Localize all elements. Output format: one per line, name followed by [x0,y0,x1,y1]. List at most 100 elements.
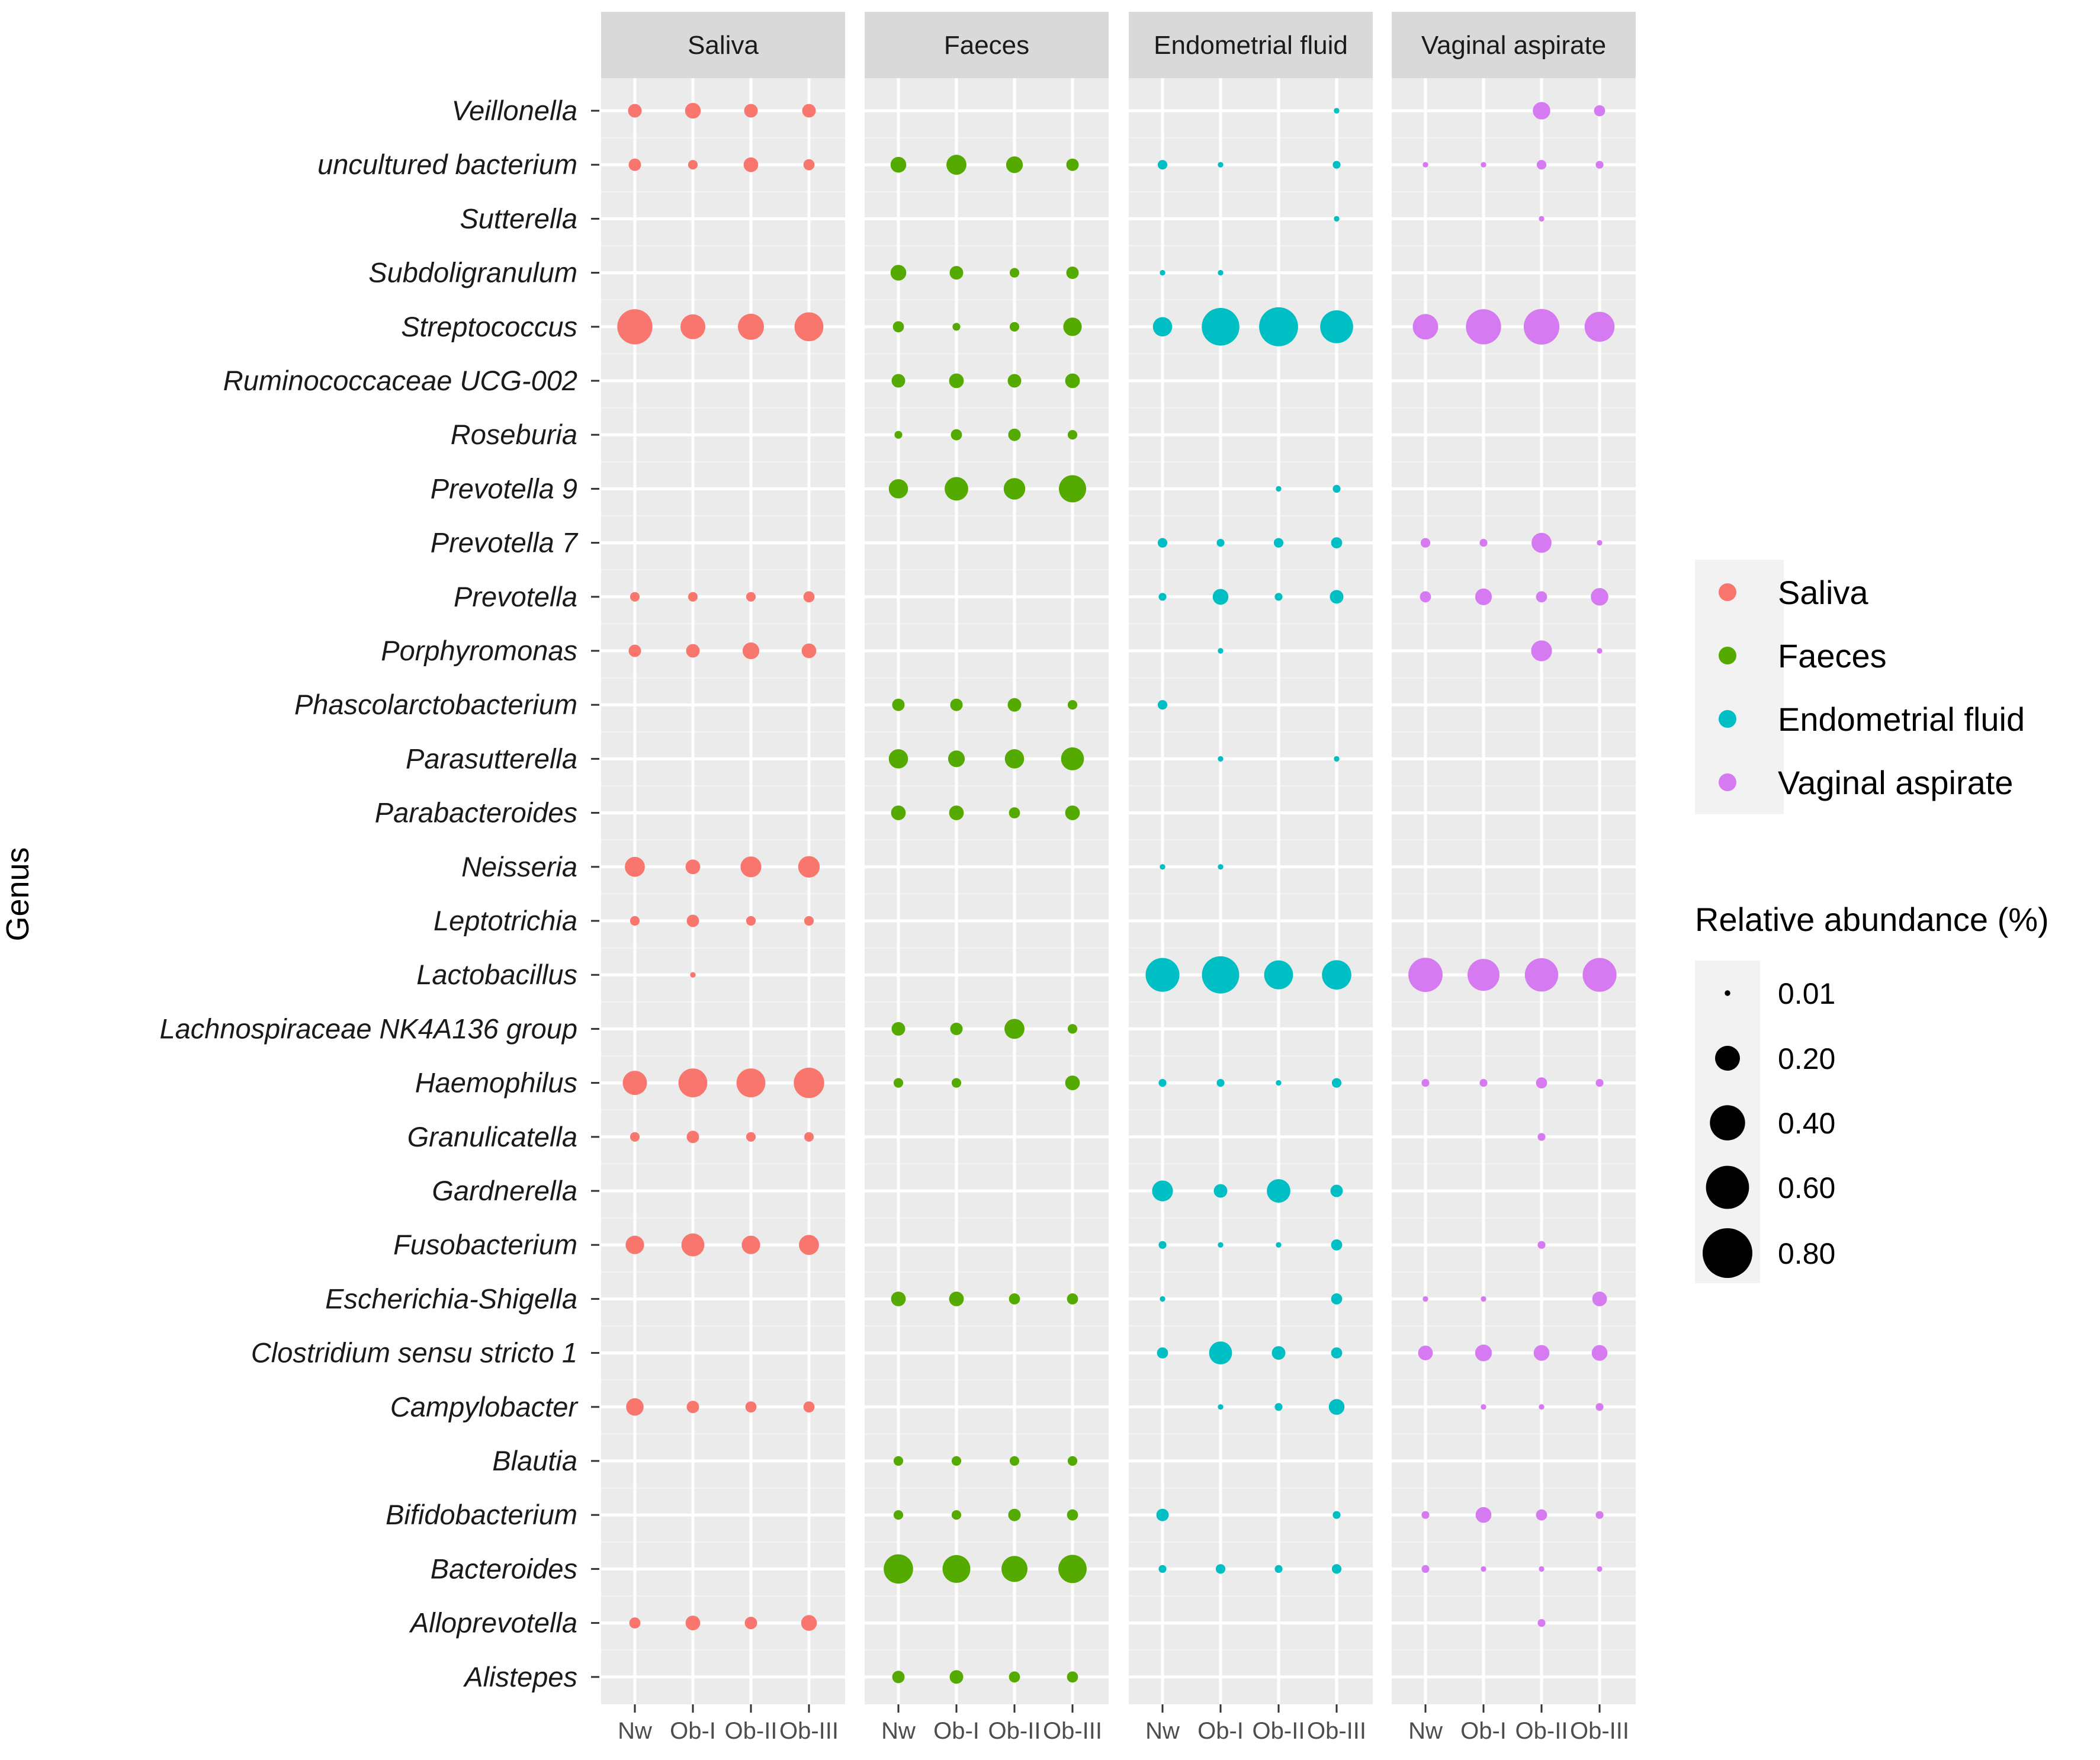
point-saliva-porphyromonas-ob-ii [742,642,760,660]
point-saliva-porphyromonas-ob-iii [801,643,817,659]
genus-label-neisseria: Neisseria [461,851,577,882]
point-faeces-bifidobacterium-nw [893,1510,904,1520]
genus-label-porphyromonas: Porphyromonas [381,635,577,666]
point-saliva-granulicatella-nw [630,1132,640,1142]
point-vaginal-aspirate-campylobacter-ob-ii [1539,1404,1545,1410]
point-endometrial-fluid-veillonella-ob-iii [1334,108,1340,114]
point-vaginal-aspirate-bifidobacterium-nw [1421,1511,1430,1519]
point-saliva-haemophilus-ob-i [678,1068,708,1097]
point-saliva-campylobacter-ob-iii [803,1401,815,1413]
point-endometrial-fluid-phascolarctobacterium-nw [1157,700,1168,710]
point-faeces-prevotella-9-ob-iii [1059,475,1086,503]
point-vaginal-aspirate-lactobacillus-ob-iii [1582,958,1617,992]
point-faeces-escherichia-shigella-nw [891,1292,906,1306]
point-endometrial-fluid-prevotella-ob-i [1212,589,1229,605]
point-endometrial-fluid-fusobacterium-ob-iii [1331,1239,1343,1251]
point-vaginal-aspirate-campylobacter-ob-i [1481,1404,1486,1410]
point-vaginal-aspirate-prevotella-ob-iii [1591,588,1608,606]
point-vaginal-aspirate-streptococcus-nw [1412,314,1438,340]
genus-label-alloprevotella: Alloprevotella [409,1607,577,1639]
point-faeces-phascolarctobacterium-ob-i [950,698,963,711]
genus-label-bacteroides: Bacteroides [431,1553,577,1584]
point-endometrial-fluid-streptococcus-ob-i [1202,308,1240,346]
point-vaginal-aspirate-haemophilus-ob-i [1479,1079,1488,1087]
strip-background [1129,12,1373,78]
x-tick-label-ob-i: Ob-I [1197,1718,1244,1744]
genus-label-uncultured-bacterium: uncultured bacterium [317,149,577,180]
x-tick-label-nw: Nw [1408,1718,1443,1744]
point-saliva-neisseria-ob-ii [740,856,762,878]
color-legend-key-background [1695,560,1784,814]
point-saliva-streptococcus-ob-ii [738,313,764,340]
point-endometrial-fluid-sutterella-ob-iii [1334,216,1340,222]
x-tick-label-ob-ii: Ob-II [988,1718,1041,1744]
genus-label-veillonella: Veillonella [451,95,577,126]
legend-label-vaginal-aspirate: Vaginal aspirate [1778,764,2013,801]
legend: Saliva Faeces Endometrial fluid Vaginal asp… [1695,560,2049,1283]
point-faeces-phascolarctobacterium-ob-ii [1007,698,1022,712]
point-vaginal-aspirate-streptococcus-ob-i [1466,309,1501,345]
point-faeces-prevotella-9-ob-ii [1003,478,1026,500]
point-endometrial-fluid-gardnerella-ob-ii [1267,1179,1290,1203]
panel-faeces: Faeces [865,12,1109,1704]
point-faeces-blautia-ob-ii [1009,1456,1020,1466]
point-faeces-alistepes-ob-i [949,1670,964,1684]
point-saliva-fusobacterium-ob-iii [799,1235,819,1255]
point-vaginal-aspirate-bifidobacterium-ob-i [1475,1507,1492,1523]
point-faeces-bifidobacterium-ob-ii [1008,1508,1021,1521]
point-faeces-bacteroides-ob-iii [1058,1555,1087,1584]
size-legend-label-1: 0.20 [1778,1042,1835,1075]
point-vaginal-aspirate-clostridium-sensu-stricto-1-nw [1418,1345,1433,1361]
legend-key-faeces [1719,647,1736,664]
point-vaginal-aspirate-prevotella-ob-ii [1536,591,1547,603]
point-endometrial-fluid-campylobacter-ob-iii [1328,1399,1345,1415]
size-legend-key-2 [1710,1105,1745,1141]
strip-label-endometrial-fluid: Endometrial fluid [1154,31,1348,60]
point-vaginal-aspirate-haemophilus-ob-iii [1595,1079,1604,1087]
genus-label-fusobacterium: Fusobacterium [393,1229,577,1260]
point-faeces-alistepes-nw [892,1671,905,1684]
point-faeces-streptococcus-ob-iii [1063,317,1082,336]
point-saliva-alloprevotella-ob-ii [744,1617,757,1630]
strip-label-faeces: Faeces [944,31,1029,60]
point-saliva-prevotella-nw [630,592,640,602]
point-vaginal-aspirate-clostridium-sensu-stricto-1-ob-i [1475,1344,1492,1361]
point-endometrial-fluid-prevotella-7-ob-ii [1273,538,1284,548]
point-endometrial-fluid-prevotella-7-nw [1157,538,1168,548]
point-saliva-campylobacter-ob-i [686,1401,699,1414]
point-endometrial-fluid-bacteroides-ob-iii [1331,1564,1342,1574]
point-saliva-alloprevotella-ob-iii [801,1615,817,1631]
size-legend-key-4 [1703,1228,1752,1278]
point-faeces-streptococcus-ob-i [952,323,961,331]
point-endometrial-fluid-prevotella-9-ob-ii [1276,486,1282,492]
genus-label-leptotrichia: Leptotrichia [434,905,577,936]
point-faeces-parabacteroides-ob-iii [1065,805,1080,820]
point-faeces-parasutterella-ob-iii [1061,747,1084,770]
point-vaginal-aspirate-campylobacter-ob-iii [1595,1403,1604,1411]
legend-key-saliva [1719,583,1736,601]
panel-background [601,78,845,1704]
strip-background [1392,12,1636,78]
point-endometrial-fluid-haemophilus-nw [1158,1079,1167,1087]
point-vaginal-aspirate-granulicatella-ob-ii [1537,1133,1546,1141]
point-endometrial-fluid-prevotella-ob-ii [1274,593,1283,601]
genus-label-lactobacillus: Lactobacillus [416,959,577,990]
point-faeces-phascolarctobacterium-nw [892,698,905,711]
point-saliva-fusobacterium-nw [625,1235,644,1254]
point-faeces-haemophilus-nw [893,1078,904,1088]
point-endometrial-fluid-campylobacter-ob-ii [1274,1403,1283,1411]
genus-label-lachnospiraceae-nk4a136-group: Lachnospiraceae NK4A136 group [159,1013,577,1044]
point-endometrial-fluid-gardnerella-nw [1152,1180,1173,1202]
point-endometrial-fluid-gardnerella-ob-iii [1330,1184,1343,1197]
point-saliva-haemophilus-ob-iii [794,1067,824,1099]
point-vaginal-aspirate-bacteroides-ob-iii [1597,1566,1603,1572]
point-endometrial-fluid-clostridium-sensu-stricto-1-ob-iii [1331,1347,1343,1359]
point-faeces-parabacteroides-ob-i [949,805,964,820]
x-tick-label-ob-ii: Ob-II [1253,1718,1305,1744]
point-vaginal-aspirate-prevotella-nw [1420,591,1431,603]
genus-label-roseburia: Roseburia [451,419,577,450]
point-faeces-subdoligranulum-ob-ii [1009,268,1020,278]
point-saliva-fusobacterium-ob-ii [741,1235,760,1254]
genus-label-escherichia-shigella: Escherichia-Shigella [325,1283,577,1314]
point-faeces-lachnospiraceae-nk4a136-group-nw [891,1022,905,1036]
